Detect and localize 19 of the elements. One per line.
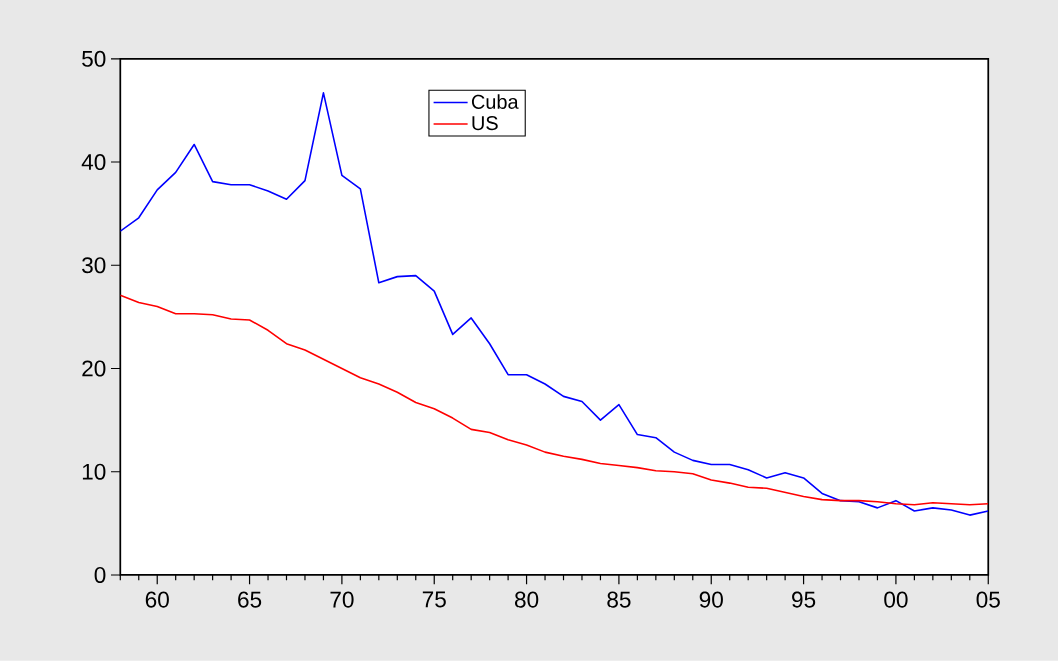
x-tick-label: 85 bbox=[607, 591, 631, 608]
x-tick-label: 60 bbox=[145, 591, 169, 608]
y-tick-label: 0 bbox=[94, 567, 106, 584]
x-tick-label: 80 bbox=[514, 591, 539, 608]
legend-label: US bbox=[472, 116, 498, 131]
y-tick-label: 50 bbox=[82, 50, 106, 67]
x-tick-label: 90 bbox=[699, 591, 723, 608]
y-tick-label: 10 bbox=[82, 463, 106, 480]
line-series bbox=[120, 92, 989, 517]
y-tick-label: 40 bbox=[81, 154, 106, 171]
x-tick-label: 95 bbox=[792, 591, 816, 608]
legend-label: Cuba bbox=[471, 94, 519, 110]
x-tick-label: 65 bbox=[238, 591, 262, 608]
y-tick-label: 30 bbox=[82, 257, 106, 274]
x-tick-label: 70 bbox=[330, 591, 354, 608]
x-tick-label: 00 bbox=[884, 591, 908, 608]
x-tick-label: 75 bbox=[422, 591, 446, 608]
x-tick-label: 05 bbox=[976, 591, 1000, 608]
y-tick-label: 20 bbox=[82, 360, 106, 377]
